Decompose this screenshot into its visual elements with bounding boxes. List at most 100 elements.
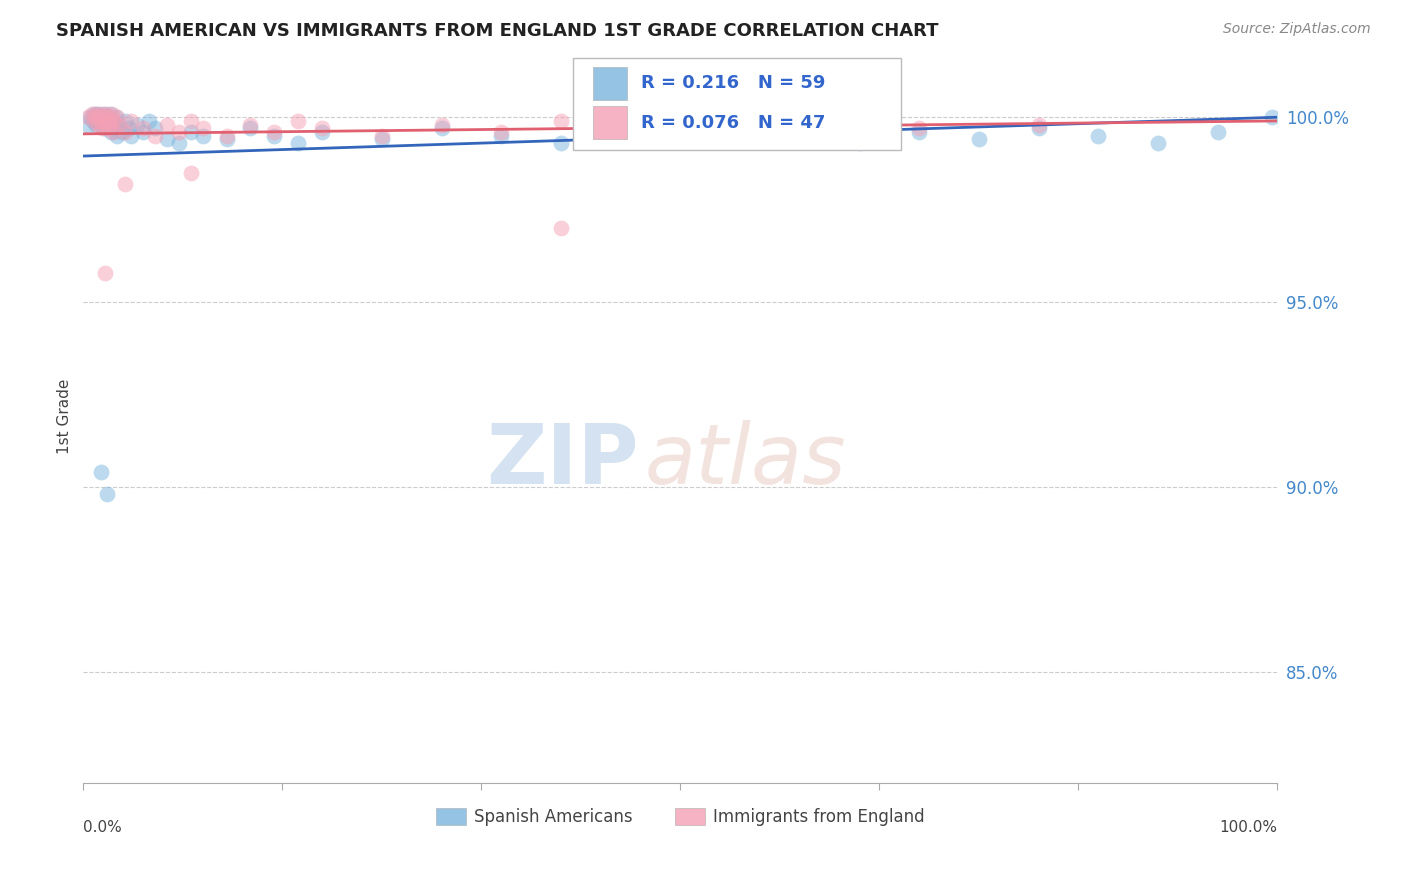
Point xyxy=(90,118,112,132)
Point xyxy=(118,121,141,136)
FancyBboxPatch shape xyxy=(593,106,627,139)
Point xyxy=(90,465,112,479)
Point xyxy=(908,125,931,139)
Point xyxy=(132,125,155,139)
Point xyxy=(1147,136,1170,150)
Text: Source: ZipAtlas.com: Source: ZipAtlas.com xyxy=(1223,22,1371,37)
Point xyxy=(491,128,513,143)
Point xyxy=(89,110,111,124)
Point xyxy=(967,132,990,146)
Point xyxy=(91,110,114,124)
Point xyxy=(83,114,105,128)
Point xyxy=(1260,110,1282,124)
Point xyxy=(86,106,108,120)
Point xyxy=(98,110,121,124)
Point xyxy=(371,128,394,143)
Point xyxy=(108,118,131,132)
Point xyxy=(91,121,114,136)
Point xyxy=(550,221,572,235)
Point xyxy=(371,132,394,146)
Point xyxy=(96,114,118,128)
Point xyxy=(100,125,122,139)
Point xyxy=(215,132,238,146)
Point xyxy=(180,166,202,180)
Point xyxy=(491,125,513,139)
Point xyxy=(143,121,166,136)
FancyBboxPatch shape xyxy=(593,67,627,100)
Text: R = 0.076   N = 47: R = 0.076 N = 47 xyxy=(641,113,825,132)
Point xyxy=(101,125,124,139)
Point xyxy=(94,118,117,132)
Point xyxy=(1028,121,1050,136)
Point xyxy=(101,121,124,136)
Point xyxy=(120,128,142,143)
Point xyxy=(94,106,117,120)
Point xyxy=(191,128,214,143)
Point xyxy=(86,118,108,132)
Point xyxy=(114,114,136,128)
Point xyxy=(239,118,262,132)
Point xyxy=(311,121,333,136)
Point xyxy=(180,114,202,128)
Point xyxy=(789,128,811,143)
Text: SPANISH AMERICAN VS IMMIGRANTS FROM ENGLAND 1ST GRADE CORRELATION CHART: SPANISH AMERICAN VS IMMIGRANTS FROM ENGL… xyxy=(56,22,939,40)
Point xyxy=(669,128,692,143)
Point xyxy=(96,110,118,124)
Point xyxy=(138,114,160,128)
Point xyxy=(1087,128,1109,143)
Point xyxy=(77,110,100,124)
Point xyxy=(609,125,631,139)
Point xyxy=(239,121,262,136)
Point xyxy=(311,125,333,139)
Point xyxy=(100,118,122,132)
Point xyxy=(430,121,453,136)
Point xyxy=(82,114,104,128)
Point xyxy=(84,110,107,124)
Point xyxy=(114,125,136,139)
Point xyxy=(103,118,125,132)
Point xyxy=(114,177,136,191)
Point xyxy=(550,136,572,150)
Point xyxy=(103,114,125,128)
Point xyxy=(97,121,120,136)
Point xyxy=(98,106,121,120)
Point xyxy=(132,121,155,136)
Point xyxy=(728,121,751,136)
Point xyxy=(105,128,128,143)
Point xyxy=(86,106,108,120)
Legend: Spanish Americans, Immigrants from England: Spanish Americans, Immigrants from Engla… xyxy=(429,801,931,833)
Point xyxy=(104,110,127,124)
Text: 0.0%: 0.0% xyxy=(83,820,122,835)
Point xyxy=(125,118,148,132)
Point xyxy=(180,125,202,139)
Point xyxy=(669,132,692,146)
Point xyxy=(86,118,108,132)
Point xyxy=(84,110,107,124)
Point xyxy=(167,136,190,150)
Point xyxy=(101,114,124,128)
Text: R = 0.216   N = 59: R = 0.216 N = 59 xyxy=(641,74,825,92)
Point xyxy=(263,125,285,139)
Point xyxy=(167,125,190,139)
Point xyxy=(90,106,112,120)
Point xyxy=(94,114,117,128)
Point xyxy=(77,118,100,132)
Point xyxy=(263,128,285,143)
Point xyxy=(87,114,110,128)
Point xyxy=(156,132,179,146)
Point xyxy=(191,121,214,136)
Text: atlas: atlas xyxy=(644,420,846,501)
Point xyxy=(430,118,453,132)
FancyBboxPatch shape xyxy=(572,58,901,150)
Point xyxy=(89,114,111,128)
Point xyxy=(143,128,166,143)
Point xyxy=(108,118,131,132)
Point xyxy=(215,128,238,143)
Point xyxy=(908,121,931,136)
Point xyxy=(848,136,870,150)
Y-axis label: 1st Grade: 1st Grade xyxy=(58,379,72,454)
Text: 100.0%: 100.0% xyxy=(1219,820,1278,835)
Text: ZIP: ZIP xyxy=(486,420,638,501)
Point xyxy=(789,125,811,139)
Point xyxy=(156,118,179,132)
